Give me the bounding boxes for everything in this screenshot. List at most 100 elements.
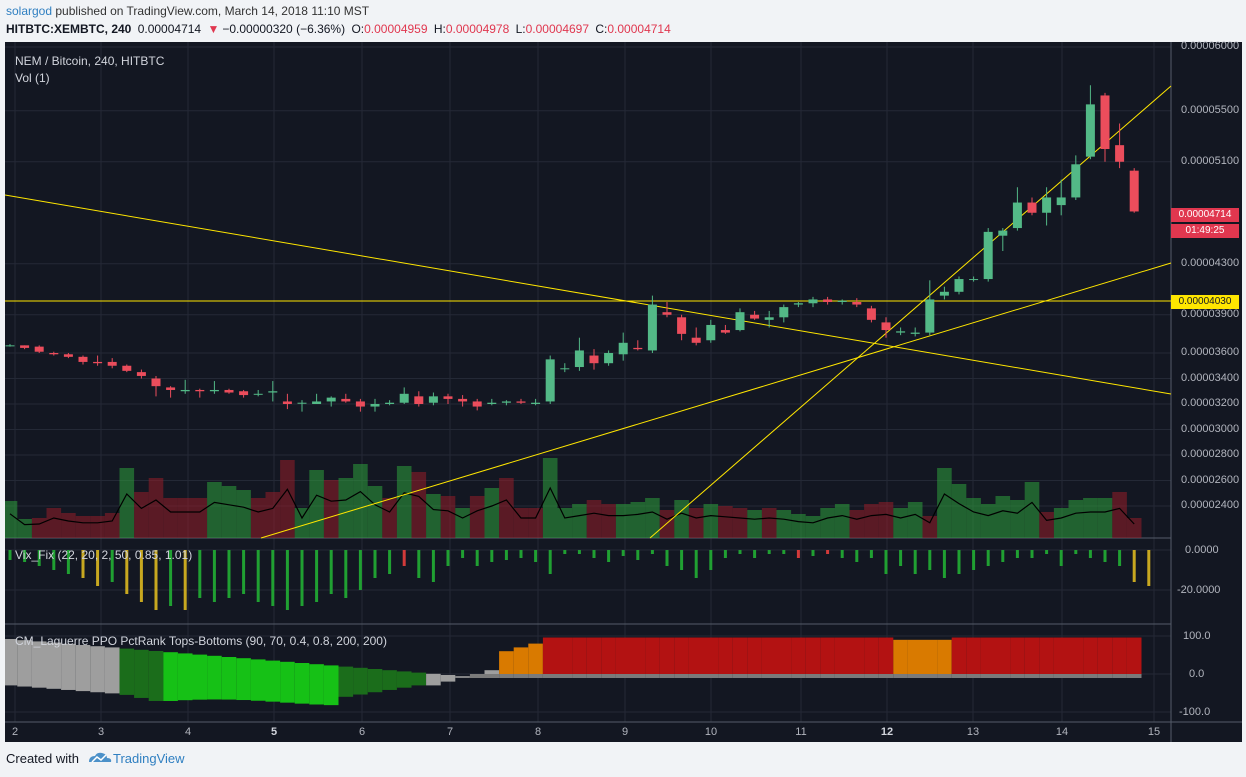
candle-body <box>195 389 205 392</box>
volume-bar <box>367 486 383 538</box>
time-axis-label: 11 <box>795 726 807 738</box>
laguerre-under <box>1083 674 1098 678</box>
tradingview-brand-link[interactable]: TradingView <box>112 751 185 766</box>
vix-bar <box>285 550 289 610</box>
volume-bar <box>309 470 324 538</box>
vix-bar <box>227 550 231 598</box>
candle-body <box>823 299 833 302</box>
volume-bar <box>469 496 485 538</box>
laguerre-bar <box>805 637 821 674</box>
laguerre-under <box>995 674 1011 678</box>
volume-bar <box>922 516 938 538</box>
candle-body <box>341 398 351 402</box>
author-link[interactable]: solargod <box>6 4 53 18</box>
laguerre-under <box>747 674 762 678</box>
laguerre-bar <box>995 637 1011 674</box>
time-axis-label: 15 <box>1147 726 1161 738</box>
volume-bar <box>732 508 748 538</box>
volume-bar <box>893 508 908 538</box>
volume-bar <box>1039 512 1054 538</box>
laguerre-under <box>980 674 996 678</box>
candle-body <box>209 389 219 392</box>
candle-body <box>5 345 15 347</box>
candle-body <box>180 389 190 392</box>
volume-bar <box>645 498 660 538</box>
candle-body <box>881 322 891 331</box>
laguerre-bar <box>630 637 646 674</box>
laguerre-bar <box>893 639 908 674</box>
laguerre-bar <box>674 637 689 674</box>
trendline-up-steep <box>649 85 1172 539</box>
vix-bar <box>723 550 727 558</box>
vix-bar <box>431 550 435 582</box>
candle-body <box>1129 170 1139 212</box>
volume-bar <box>353 464 368 538</box>
volume-bar <box>426 494 441 538</box>
volume-bar <box>995 496 1011 538</box>
time-axis-label: 9 <box>621 726 629 738</box>
candle-body <box>166 387 176 390</box>
laguerre-bar <box>90 646 105 693</box>
volume-bar <box>90 516 105 538</box>
price-axis-label: 0.00002400 <box>1181 499 1240 511</box>
vix-bar <box>650 550 654 554</box>
vix-bar <box>212 550 216 602</box>
laguerre-under <box>499 674 514 678</box>
volume-bar <box>323 480 339 538</box>
laguerre-bar <box>980 637 996 674</box>
candle-body <box>618 342 628 355</box>
volume-bar <box>864 504 879 538</box>
vix-bar <box>358 550 362 590</box>
price-axis-label: 0.00003200 <box>1181 397 1240 409</box>
volume-bar <box>484 488 500 538</box>
laguerre-bar <box>265 660 281 702</box>
volume-bar <box>250 498 266 538</box>
volume-bar <box>761 508 777 538</box>
laguerre-under <box>645 674 660 678</box>
vix-bar <box>592 550 596 558</box>
chart-svg[interactable] <box>5 42 1242 742</box>
candle-body <box>691 337 701 343</box>
volume-bar <box>674 500 689 538</box>
volume-bar <box>499 478 514 538</box>
candle-body <box>1027 202 1037 213</box>
vix-bar <box>548 550 552 574</box>
open-value: 0.00004959 <box>364 22 428 36</box>
vix-bar <box>665 550 669 566</box>
tradingview-logo-icon[interactable] <box>87 751 113 765</box>
laguerre-under <box>761 674 777 678</box>
time-axis-label: 12 <box>880 726 894 738</box>
candle-body <box>370 404 380 407</box>
laguerre-under <box>630 674 646 678</box>
vix-bar <box>1088 550 1092 558</box>
laguerre-under <box>1053 674 1069 678</box>
volume-bar <box>294 508 310 538</box>
laguerre-bar <box>411 672 427 686</box>
volume-bar <box>31 518 47 538</box>
candle-body <box>589 355 599 364</box>
volume-bar <box>236 490 251 538</box>
laguerre-bar <box>250 659 266 701</box>
vix-bar <box>826 550 830 554</box>
laguerre-under <box>703 674 719 678</box>
chart-area[interactable]: NEM / Bitcoin, 240, HITBTC Vol (1) Vix_F… <box>5 40 1242 742</box>
candle-body <box>253 393 263 395</box>
vix-bar <box>1103 550 1107 562</box>
laguerre-under <box>1126 674 1142 678</box>
volume-bar <box>1068 500 1084 538</box>
laguerre-bar <box>17 640 32 687</box>
laguerre-bar <box>367 669 383 693</box>
candle-body <box>107 361 117 366</box>
laguerre-bar <box>440 675 456 682</box>
chart-background <box>5 42 1171 722</box>
volume-bar <box>820 508 835 538</box>
candle-body <box>983 231 993 280</box>
candle-body <box>939 291 949 296</box>
laguerre-under <box>805 674 821 678</box>
time-axis-label: 14 <box>1055 726 1069 738</box>
volume-bar <box>119 468 135 538</box>
vix-bar <box>504 550 508 560</box>
vix-bar <box>519 550 523 558</box>
laguerre-bar <box>207 655 222 700</box>
volume-bar <box>747 510 762 538</box>
